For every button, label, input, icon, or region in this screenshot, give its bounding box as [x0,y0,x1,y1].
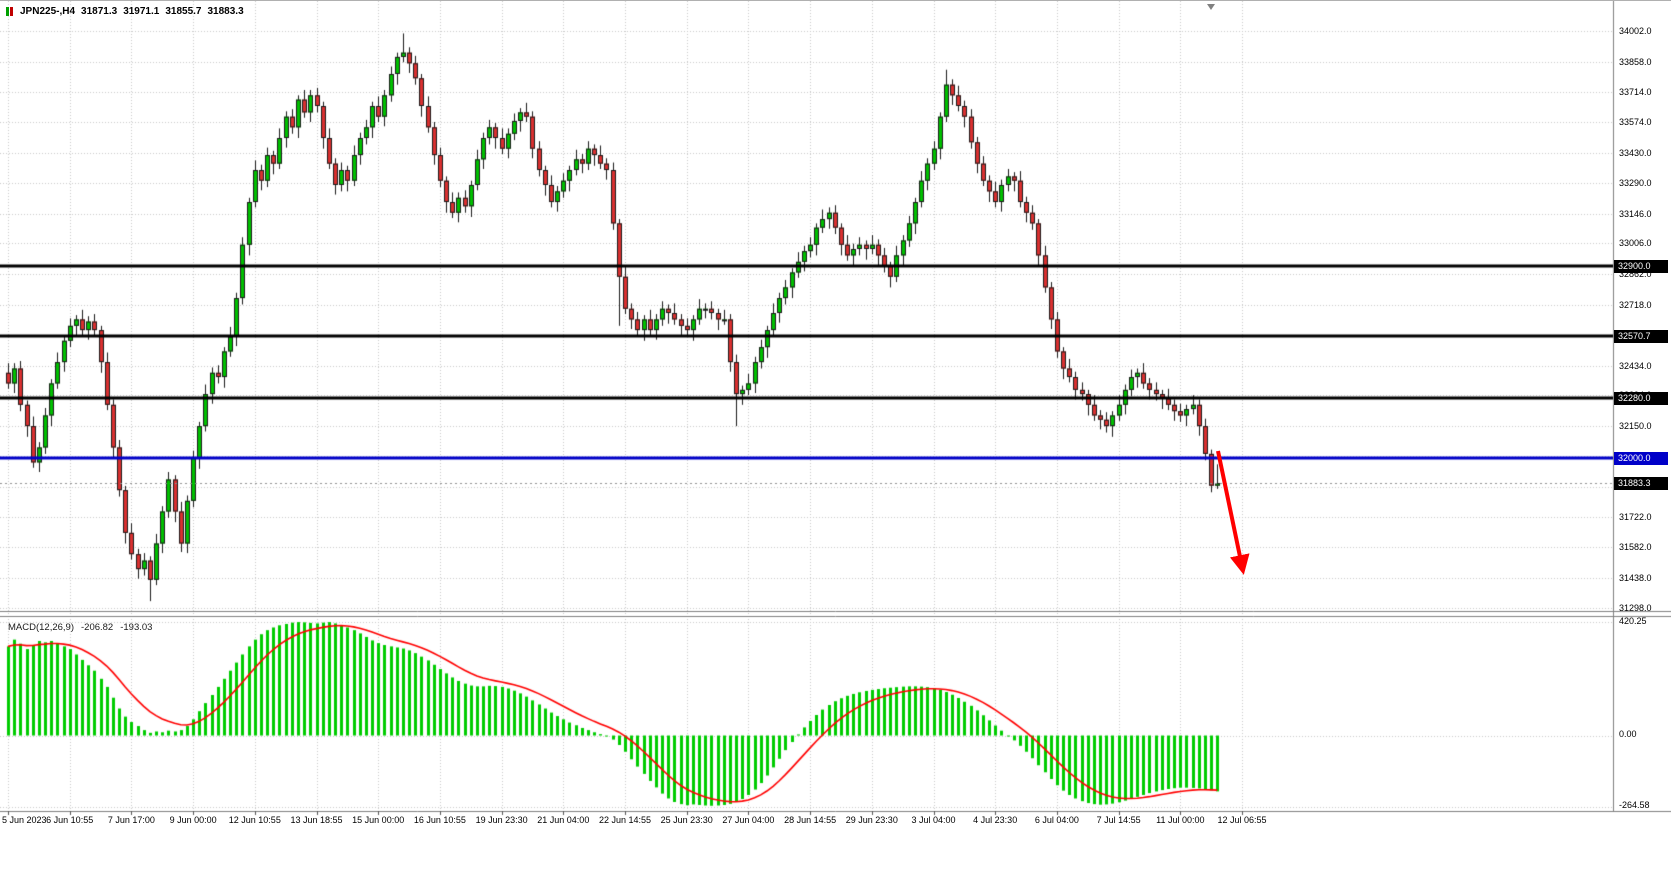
macd-indicator-label: MACD(12,26,9) -206.82 -193.03 [8,622,152,633]
price-axis-label: 32434.0 [1619,360,1652,371]
price-axis-label: 32862.0 [1619,269,1652,280]
price-axis[interactable] [1613,1,1671,811]
hline-price-box: 32900.0 [1614,259,1668,273]
time-axis-label: 16 Jun 10:55 [413,815,466,825]
time-axis-label: 15 Jun 00:00 [352,815,405,825]
macd-axis-max: 420.25 [1619,616,1647,626]
ohlc-open: 31871.3 [81,6,118,17]
price-axis-label: 33290.0 [1619,177,1652,188]
time-axis-label: 27 Jun 04:00 [722,815,775,825]
time-axis-label: 9 Jun 00:00 [169,815,217,825]
price-axis-label: 33430.0 [1619,147,1652,158]
chart-icon [6,7,14,16]
macd-axis-zero: 0.00 [1619,729,1637,739]
time-axis[interactable] [0,811,1671,835]
time-axis-label: 25 Jun 23:30 [660,815,713,825]
macd-axis-min: -264.58 [1619,800,1650,810]
price-axis-label: 31298.0 [1619,602,1652,613]
ohlc-high: 31971.1 [123,6,160,17]
time-axis-label: 6 Jul 04:00 [1034,815,1079,825]
price-axis-label: 32718.0 [1619,299,1652,310]
price-axis-label: 33714.0 [1619,87,1652,98]
time-axis-label: 7 Jun 17:00 [107,815,155,825]
time-axis-label: 12 Jul 06:55 [1217,815,1267,825]
time-axis-label: 19 Jun 23:30 [475,815,528,825]
price-axis-label: 33858.0 [1619,56,1652,67]
time-axis-label: 7 Jul 14:55 [1096,815,1141,825]
price-axis-label: 34002.0 [1619,25,1652,36]
macd-name: MACD(12,26,9) [8,622,74,633]
macd-main-value: -206.82 [81,622,114,633]
hline-price-box: 32000.0 [1614,451,1668,465]
macd-signal-value: -193.03 [120,622,153,633]
symbol-timeframe: JPN225-,H4 [20,6,76,17]
price-axis-label: 31438.0 [1619,573,1652,584]
price-axis-label: 32150.0 [1619,421,1652,432]
ohlc-close: 31883.3 [207,6,244,17]
time-axis-label: 12 Jun 10:55 [228,815,281,825]
time-axis-label: 28 Jun 14:55 [784,815,837,825]
time-axis-label: 22 Jun 14:55 [598,815,652,825]
current-price-box: 31883.3 [1614,476,1668,490]
price-axis-label: 33006.0 [1619,238,1652,249]
ohlc-low: 31855.7 [165,6,202,17]
time-axis-label: 4 Jul 23:30 [973,815,1018,825]
hline-price-box: 32570.7 [1614,329,1668,343]
time-axis-label: 6 Jun 10:55 [46,815,94,825]
chart-shift-marker [1207,4,1215,10]
price-axis-label: 31722.0 [1619,512,1652,523]
time-axis-label: 3 Jul 04:00 [911,815,956,825]
price-axis-label: 31582.0 [1619,542,1652,553]
time-axis-label: 29 Jun 23:30 [845,815,898,825]
price-axis-label: 33146.0 [1619,208,1652,219]
hline-price-box: 32280.0 [1614,391,1668,405]
time-axis-label: 13 Jun 18:55 [290,815,343,825]
price-axis-label: 33574.0 [1619,117,1652,128]
time-axis-label: 5 Jun 2023 [2,815,47,825]
time-axis-label: 21 Jun 04:00 [537,815,590,825]
chart-title: JPN225-,H4 31871.3 31971.1 31855.7 31883… [6,6,244,17]
time-axis-label: 11 Jul 00:00 [1156,815,1205,825]
